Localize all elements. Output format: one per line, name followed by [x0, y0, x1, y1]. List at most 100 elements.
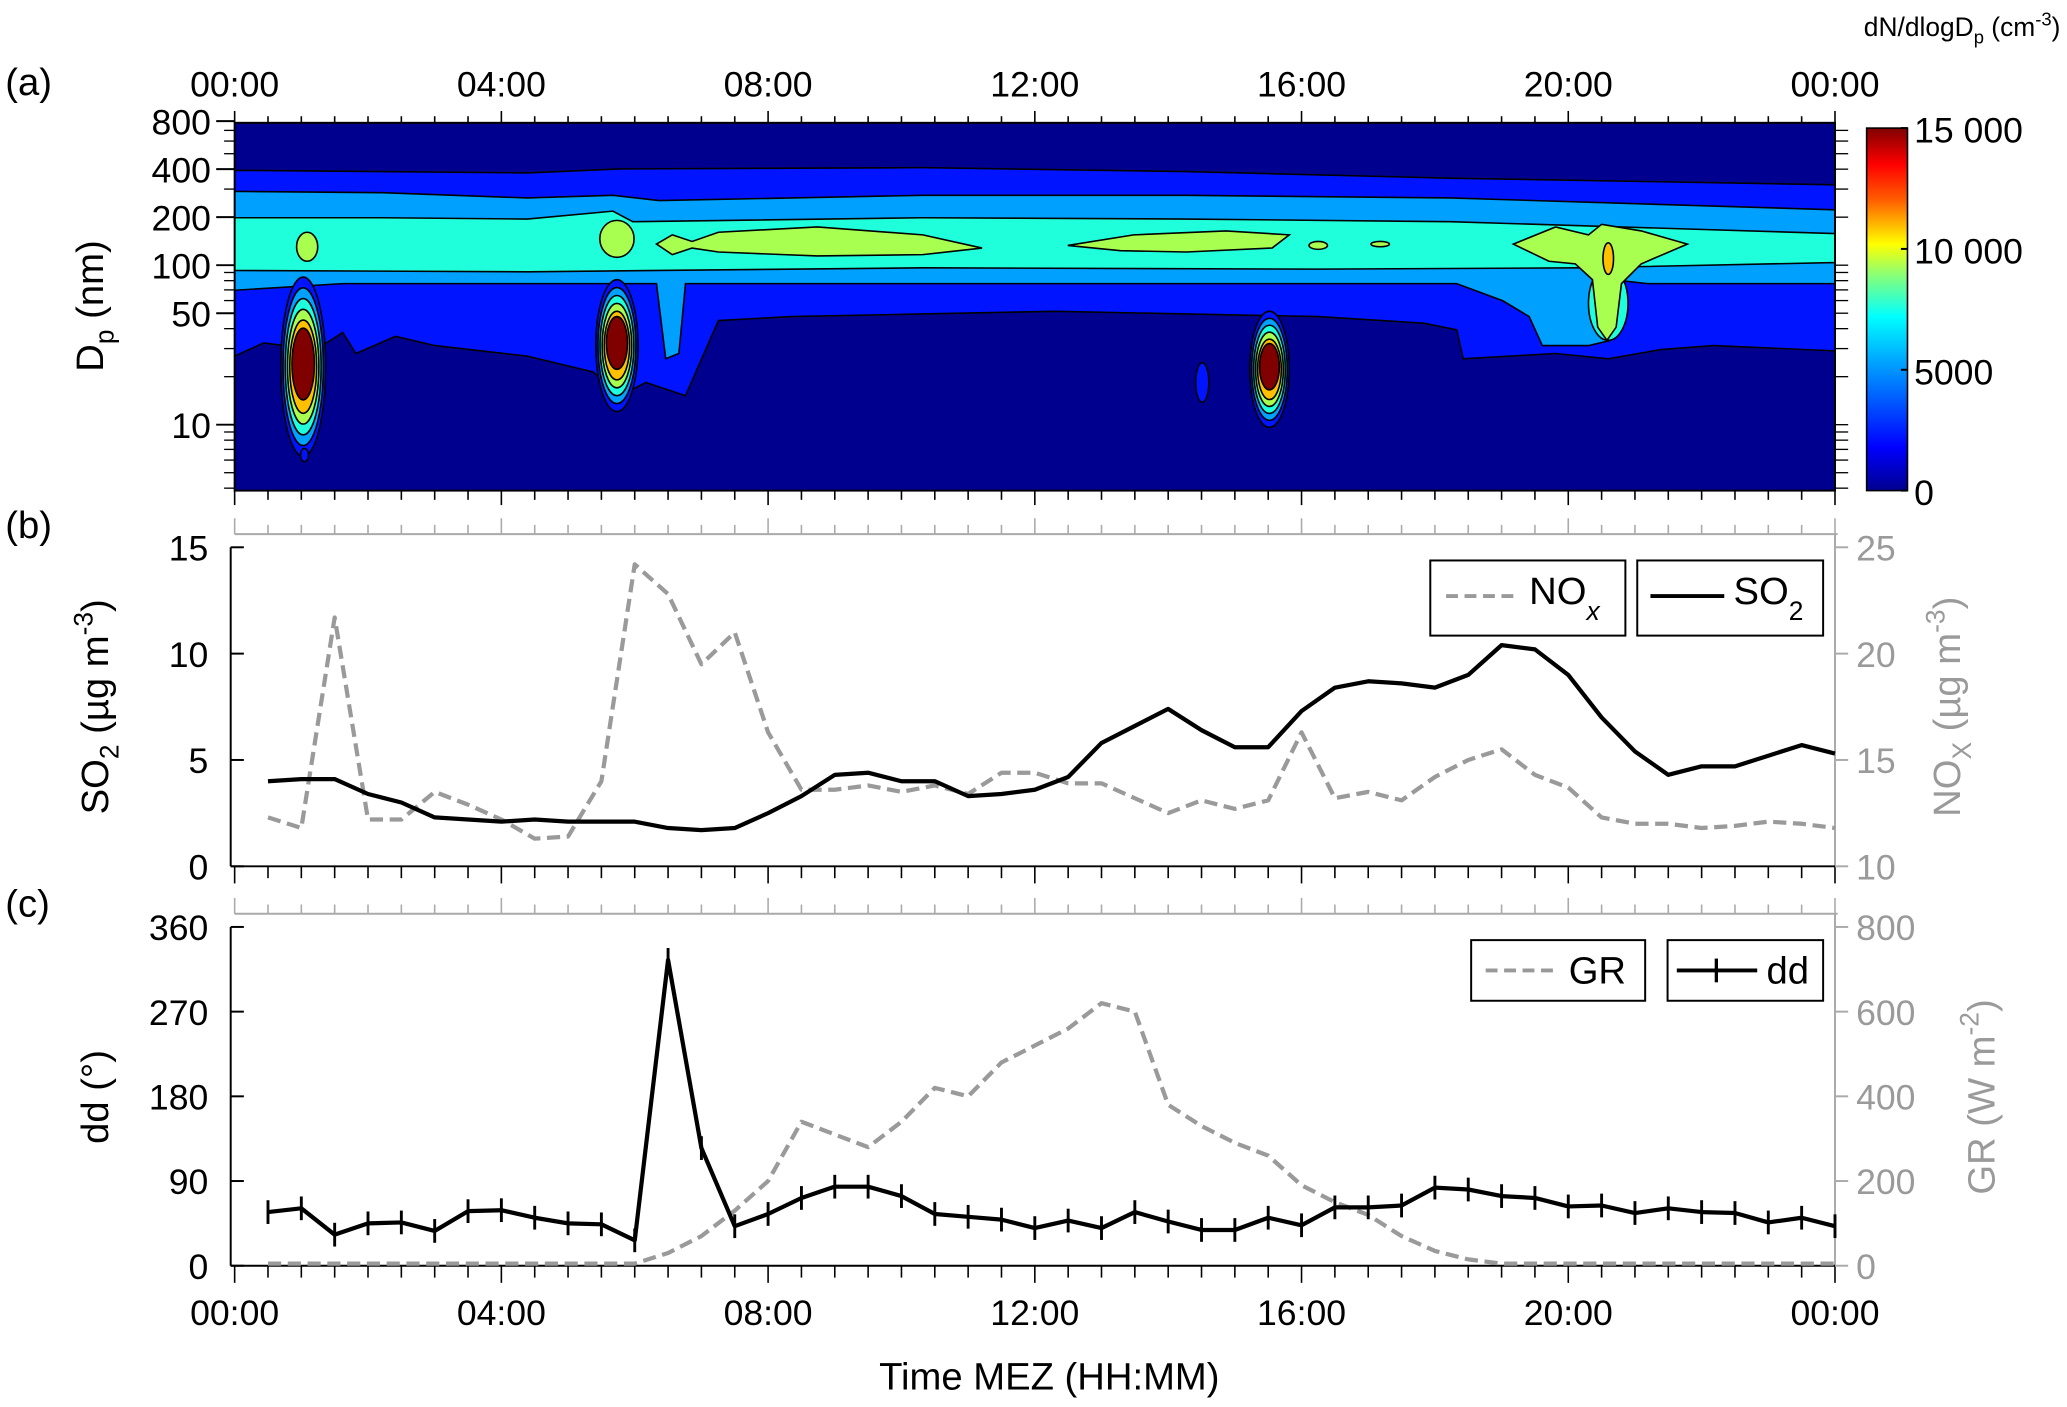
- series-line-so2: [267, 643, 1836, 833]
- contour-level-5-event4: [1602, 241, 1615, 276]
- y2-tick-label: 800: [1856, 908, 1915, 948]
- contour-level-4-blob: [599, 219, 635, 259]
- y-tick-label-a: 10: [171, 406, 211, 446]
- ylabel-sup: -3: [68, 612, 98, 635]
- legend-box-gr: [1470, 939, 1647, 1002]
- y-tick-label: 0: [188, 847, 208, 887]
- y2label-sup: -3: [1920, 609, 1950, 632]
- y2-tick-label: 200: [1856, 1162, 1915, 1202]
- contour-level-3: [234, 210, 1835, 273]
- y-axis-label-dp: Dp (nm): [69, 240, 120, 371]
- legend-sub: x: [1584, 596, 1600, 626]
- y-tick-label: 15: [169, 528, 209, 568]
- legend-main: SO: [1733, 570, 1788, 613]
- y2label-main: NO: [1926, 760, 1969, 817]
- ylabel-sub: p: [89, 329, 119, 344]
- contour-level-4-blob: [1308, 240, 1329, 251]
- contour-level-4-event4: [1511, 223, 1690, 342]
- x-tick-label: 16:00: [1257, 1293, 1346, 1333]
- y-tick-label-a: 50: [171, 294, 211, 334]
- x-tick-label: 00:00: [190, 1293, 279, 1333]
- ylabel-main: D: [69, 344, 112, 372]
- panel-label-a: (a): [5, 61, 52, 104]
- x-tick-label: 08:00: [724, 1293, 813, 1333]
- y2label-end: ): [1960, 999, 2003, 1012]
- y2-tick-label: 0: [1856, 1247, 1876, 1287]
- legend-box-nox: [1429, 559, 1627, 637]
- ylabel-rest: (µg m: [74, 635, 117, 744]
- contour-level-4-blob: [295, 231, 319, 263]
- y2-tick-label: 10: [1856, 847, 1896, 887]
- series-line-gr: [267, 1001, 1835, 1266]
- y-tick-label-a: 800: [152, 102, 211, 142]
- y2label-sub: X: [1947, 742, 1977, 760]
- y2-axis-label-nox: NOX (µg m-3): [1920, 597, 1976, 817]
- colorbar-tick-label: 0: [1914, 473, 1934, 513]
- legend-label-dd: dd: [1766, 950, 1809, 993]
- burst-contour-small: [299, 447, 310, 463]
- cb-title-sup: -3: [2035, 8, 2051, 29]
- y2label-sup: -2: [1955, 1012, 1985, 1035]
- legend-main: NO: [1529, 570, 1586, 613]
- top-x-tick-label: 12:00: [990, 64, 1079, 104]
- y2-tick-label: 25: [1856, 528, 1896, 568]
- y-tick-label: 5: [188, 741, 208, 781]
- top-x-tick-label: 04:00: [457, 64, 546, 104]
- legend-label-nox: NOx: [1529, 570, 1600, 626]
- top-x-tick-label: 20:00: [1524, 64, 1613, 104]
- y-tick-label: 0: [188, 1247, 208, 1287]
- y2-tick-label: 20: [1856, 635, 1896, 675]
- series-line-dd: [267, 957, 1836, 1243]
- y2label-main: GR (W m: [1960, 1035, 2003, 1194]
- top-x-tick-label: 00:00: [190, 64, 279, 104]
- y-tick-label: 90: [169, 1162, 209, 1202]
- panel-label-c: (c): [5, 882, 50, 925]
- legend-label-so2: SO2: [1733, 570, 1803, 626]
- burst-contour-level-6: [1258, 342, 1281, 391]
- legend-c: GR dd: [1470, 939, 1825, 1002]
- burst-contour-level-6: [605, 315, 629, 371]
- colorbar-tick-label: 5000: [1914, 352, 1993, 392]
- x-tick-label: 00:00: [1790, 1293, 1879, 1333]
- panel-label-b: (b): [5, 504, 52, 547]
- x-tick-label: 04:00: [457, 1293, 546, 1333]
- ylabel-main: SO: [74, 759, 117, 814]
- y-tick-label-a: 400: [152, 150, 211, 190]
- legend-b: NOx SO2: [1429, 559, 1825, 637]
- cb-title-rest: (cm: [1984, 12, 2035, 42]
- ylabel-rest: (nm): [69, 240, 112, 329]
- burst-contour-small: [1194, 361, 1210, 404]
- top-x-tick-label: 16:00: [1257, 64, 1346, 104]
- burst-contour-level-6: [291, 327, 316, 401]
- y2label-rest: (µg m: [1926, 633, 1969, 742]
- colorbar-tick-label: 15 000: [1914, 111, 2023, 151]
- series-line-nox: [267, 562, 1836, 841]
- y-tick-label-a: 200: [152, 198, 211, 238]
- y2-axis-label-gr: GR (W m-2): [1955, 999, 2004, 1194]
- y-tick-label: 10: [169, 635, 209, 675]
- y-axis-label-dd: dd (°): [74, 1050, 117, 1144]
- ylabel-sub: 2: [95, 744, 125, 759]
- legend-label-gr: GR: [1569, 950, 1626, 993]
- y2-tick-label: 400: [1856, 1078, 1915, 1118]
- cb-title-end: ): [2052, 12, 2061, 42]
- contour-level-4-blob: [1370, 240, 1391, 248]
- contour-level-4-blob: [654, 226, 983, 257]
- colorbar-title: dN/dlogDp (cm-3): [1864, 8, 2061, 47]
- top-x-tick-label: 00:00: [1790, 64, 1879, 104]
- ylabel-end: ): [74, 599, 117, 612]
- cb-title-sub: p: [1974, 27, 1984, 48]
- cb-title-main: dN/dlogD: [1864, 12, 1974, 42]
- contour-level-4-blob: [1067, 230, 1292, 253]
- y-tick-label: 360: [149, 908, 208, 948]
- colorbar-tick-label: 10 000: [1914, 231, 2023, 271]
- y-tick-label-a: 100: [152, 246, 211, 286]
- y-tick-label: 180: [149, 1078, 208, 1118]
- top-x-tick-label: 08:00: [724, 64, 813, 104]
- y2-tick-label: 600: [1856, 993, 1915, 1033]
- legend-sub: 2: [1789, 596, 1804, 626]
- y2label-end: ): [1926, 597, 1969, 610]
- contour-plot: [233, 121, 1836, 492]
- y2-tick-label: 15: [1856, 741, 1896, 781]
